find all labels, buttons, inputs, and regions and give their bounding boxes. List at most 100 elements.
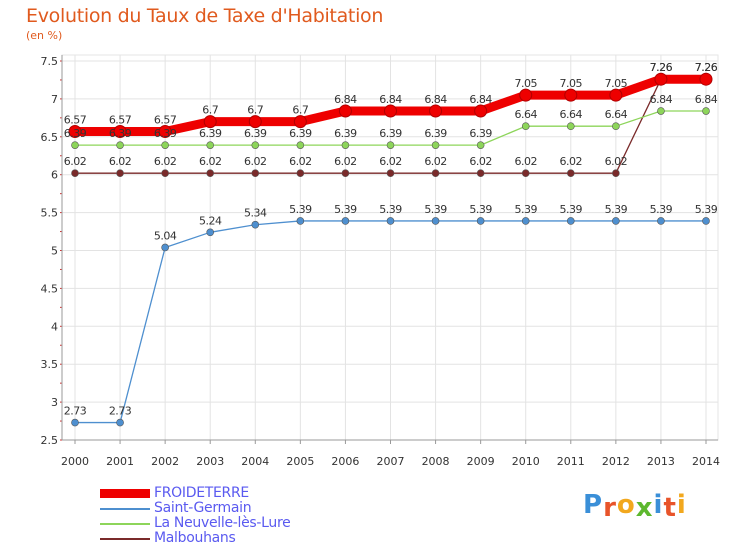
data-point xyxy=(116,141,124,149)
y-tick-label: 2.5 xyxy=(41,434,59,447)
data-label: 6.39 xyxy=(469,127,492,140)
data-label: 6.02 xyxy=(199,155,222,168)
data-label: 6.57 xyxy=(64,113,87,126)
data-label: 6.02 xyxy=(424,155,447,168)
legend-item: Saint-Germain xyxy=(100,501,290,516)
data-point xyxy=(341,217,350,225)
data-point xyxy=(609,88,623,102)
data-label: 5.39 xyxy=(695,203,718,216)
series-1 xyxy=(71,217,710,427)
y-tick-label: 6 xyxy=(51,169,58,182)
data-label: 5.39 xyxy=(379,203,402,216)
data-label: 6.39 xyxy=(379,127,402,140)
data-label: 6.02 xyxy=(154,155,177,168)
data-label: 7.26 xyxy=(695,61,718,74)
data-label: 2.73 xyxy=(64,405,87,418)
x-tick-label: 2013 xyxy=(647,455,675,468)
data-label: 7.26 xyxy=(650,61,673,74)
data-label: 6.02 xyxy=(334,155,357,168)
data-point xyxy=(116,418,124,427)
data-point xyxy=(116,169,124,177)
series-2 xyxy=(71,107,710,149)
legend-label: FROIDETERRE xyxy=(154,485,249,501)
y-tick-label: 4.5 xyxy=(41,282,59,295)
y-tick-label: 3.5 xyxy=(41,358,59,371)
data-point xyxy=(476,217,485,225)
data-point xyxy=(429,104,443,118)
data-point xyxy=(206,141,215,149)
data-label: 5.39 xyxy=(334,203,357,216)
data-point xyxy=(521,122,530,130)
data-point xyxy=(384,104,397,118)
legend-item: La Neuvelle-lès-Lure xyxy=(100,516,291,531)
data-label: 5.39 xyxy=(560,203,583,216)
data-point xyxy=(293,115,307,129)
data-label: 6.02 xyxy=(109,155,132,168)
data-label: 6.84 xyxy=(695,93,718,106)
data-label: 6.64 xyxy=(560,108,583,121)
series-0 xyxy=(68,72,713,138)
logo-letter: r xyxy=(603,493,617,523)
x-tick-label: 2008 xyxy=(422,455,450,468)
data-label: 7.05 xyxy=(605,77,628,90)
legend-label: Malbouhans xyxy=(154,530,236,546)
data-point xyxy=(612,217,620,225)
data-point xyxy=(612,122,620,130)
data-point xyxy=(566,217,575,225)
data-point xyxy=(251,141,260,149)
legend-swatch xyxy=(100,537,150,540)
data-label: 6.39 xyxy=(154,127,177,140)
data-point xyxy=(386,141,395,149)
data-point xyxy=(431,141,440,149)
x-tick-label: 2007 xyxy=(377,455,405,468)
data-point xyxy=(206,169,215,177)
chart-title: Evolution du Taux de Taxe d'Habitation xyxy=(26,5,384,27)
data-point xyxy=(161,169,169,177)
data-point xyxy=(702,107,710,115)
data-label: 6.02 xyxy=(64,155,87,168)
data-point xyxy=(612,169,620,177)
data-point xyxy=(71,418,79,427)
data-point xyxy=(474,104,488,118)
y-tick-label: 6.5 xyxy=(41,131,59,144)
data-point xyxy=(476,141,485,149)
legend-item: Malbouhans xyxy=(100,531,290,546)
data-point xyxy=(71,141,79,149)
data-label: 6.84 xyxy=(334,93,357,106)
data-point xyxy=(341,141,350,149)
data-point xyxy=(657,217,665,225)
data-point xyxy=(158,124,172,138)
logo-letter: x xyxy=(635,493,654,523)
data-label: 2.73 xyxy=(109,405,132,418)
data-point xyxy=(699,72,713,86)
data-label: 6.57 xyxy=(154,113,177,126)
data-label: 6.84 xyxy=(650,93,673,106)
y-tick-label: 3 xyxy=(51,396,58,409)
logo-letter: P xyxy=(583,490,604,520)
legend-swatch xyxy=(100,507,150,510)
data-label: 6.7 xyxy=(247,104,263,117)
data-point xyxy=(386,169,395,177)
data-point xyxy=(519,88,533,102)
x-tick-label: 2005 xyxy=(286,455,314,468)
data-point xyxy=(206,228,215,237)
data-point xyxy=(113,124,127,138)
proxiti-logo: Proxiti xyxy=(583,490,687,523)
data-label: 5.39 xyxy=(605,203,628,216)
data-point xyxy=(161,141,169,149)
data-point xyxy=(431,217,440,225)
data-point xyxy=(476,169,485,177)
data-point xyxy=(296,141,305,149)
series-group xyxy=(68,72,713,427)
x-tick-label: 2001 xyxy=(106,455,134,468)
data-point xyxy=(161,243,169,252)
data-label: 5.39 xyxy=(650,203,673,216)
logo-letter: i xyxy=(676,490,687,520)
data-point xyxy=(68,124,82,138)
data-label: 7.05 xyxy=(560,77,583,90)
x-tick-label: 2012 xyxy=(602,455,630,468)
data-point xyxy=(386,217,395,225)
data-label: 6.84 xyxy=(424,93,447,106)
data-point xyxy=(251,220,260,229)
